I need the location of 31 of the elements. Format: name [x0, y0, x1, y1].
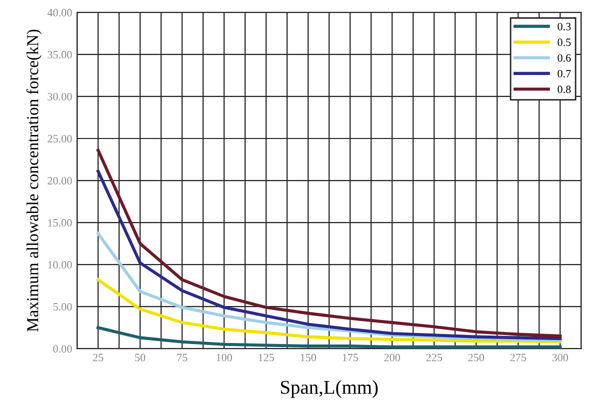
- legend-label: 0.7: [558, 70, 571, 78]
- x-tick-label: 150: [300, 354, 316, 362]
- x-tick-label: 200: [384, 354, 400, 362]
- x-tick-label: 300: [552, 354, 568, 362]
- y-tick-label: 35.00: [48, 50, 72, 58]
- y-axis-title: Maximum allowable concentration force(kN): [26, 30, 42, 332]
- x-tick-label: 275: [510, 354, 526, 362]
- x-tick-label: 100: [216, 354, 232, 362]
- line-series: [96, 278, 562, 344]
- x-tick-label: 225: [426, 354, 442, 362]
- legend-label: 0.5: [558, 38, 571, 46]
- x-tick-label: 75: [177, 354, 188, 362]
- legend-label: 0.6: [558, 54, 571, 62]
- y-tick-label: 30.00: [48, 92, 72, 100]
- x-tick-label: 175: [342, 354, 358, 362]
- legend-label: 0.3: [558, 22, 571, 30]
- x-tick-label: 50: [135, 354, 146, 362]
- y-tick-label: 5.00: [53, 303, 72, 311]
- y-tick-label: 15.00: [48, 219, 72, 227]
- x-tick-label: 125: [258, 354, 274, 362]
- y-tick-label: 25.00: [48, 134, 72, 143]
- line-series: [96, 326, 562, 348]
- y-tick-label: 40.00: [47, 8, 72, 16]
- y-tick-label: 0.00: [53, 345, 72, 353]
- x-axis-title: Span,L(mm): [281, 380, 378, 398]
- y-tick-label: 20.00: [48, 176, 72, 185]
- x-tick-label: 250: [468, 354, 484, 362]
- y-tick-label: 10.00: [48, 261, 72, 269]
- x-tick-label: 25: [93, 354, 104, 362]
- line-series: [96, 232, 562, 342]
- legend-label: 0.8: [558, 86, 571, 94]
